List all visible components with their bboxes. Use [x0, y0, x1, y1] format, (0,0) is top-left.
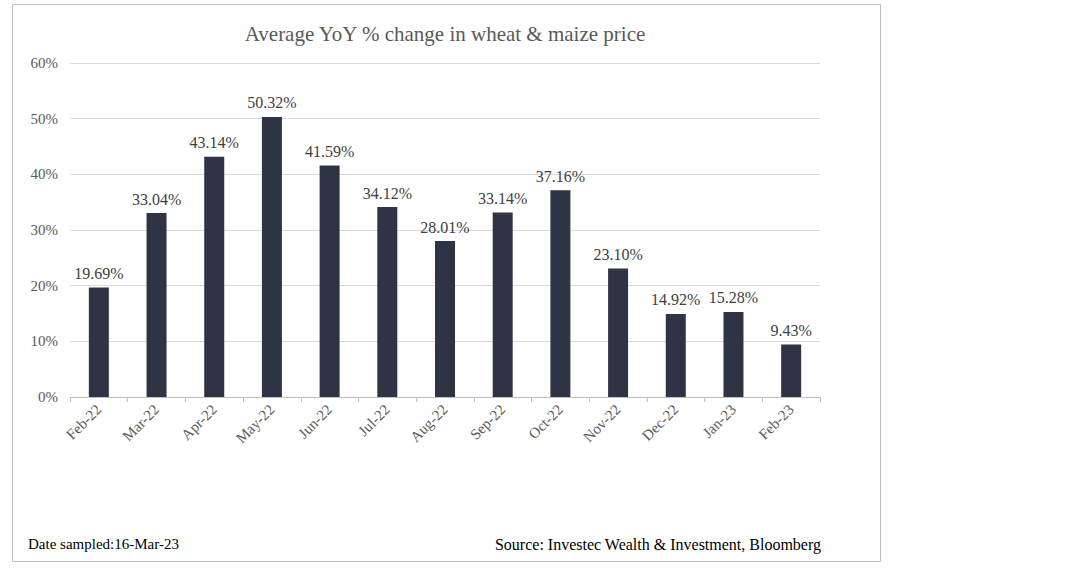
svg-text:Oct-22: Oct-22	[525, 401, 566, 442]
svg-text:Dec-22: Dec-22	[639, 401, 682, 444]
svg-text:10%: 10%	[31, 333, 59, 349]
svg-text:33.04%: 33.04%	[132, 191, 181, 208]
svg-text:34.12%: 34.12%	[363, 185, 412, 202]
svg-text:Nov-22: Nov-22	[580, 401, 624, 445]
svg-text:15.28%: 15.28%	[709, 289, 758, 306]
svg-text:9.43%: 9.43%	[770, 322, 811, 339]
svg-text:Jul-22: Jul-22	[355, 401, 393, 439]
svg-text:Aug-22: Aug-22	[407, 401, 451, 445]
svg-text:Source: Investec Wealth & Inve: Source: Investec Wealth & Investment, Bl…	[495, 536, 821, 554]
svg-text:33.14%: 33.14%	[478, 190, 527, 207]
svg-text:19.69%: 19.69%	[74, 265, 123, 282]
svg-text:Average YoY % change in wheat: Average YoY % change in wheat & maize pr…	[245, 22, 646, 46]
svg-text:20%: 20%	[31, 278, 59, 294]
svg-text:May-22: May-22	[233, 401, 278, 446]
svg-text:28.01%: 28.01%	[420, 219, 469, 236]
svg-text:Feb-23: Feb-23	[755, 401, 796, 442]
svg-text:0%: 0%	[38, 389, 58, 405]
svg-text:50%: 50%	[31, 111, 59, 127]
svg-text:Mar-22: Mar-22	[119, 401, 162, 444]
svg-text:43.14%: 43.14%	[190, 134, 239, 151]
svg-text:Jun-22: Jun-22	[295, 401, 335, 441]
svg-text:41.59%: 41.59%	[305, 143, 354, 160]
svg-text:30%: 30%	[31, 222, 59, 238]
svg-text:Apr-22: Apr-22	[178, 401, 220, 443]
svg-text:40%: 40%	[31, 166, 59, 182]
svg-text:60%: 60%	[31, 55, 59, 71]
svg-text:23.10%: 23.10%	[593, 246, 642, 263]
svg-text:50.32%: 50.32%	[247, 94, 296, 111]
svg-text:Date sampled:16-Mar-23: Date sampled:16-Mar-23	[28, 536, 179, 552]
svg-text:Sep-22: Sep-22	[467, 401, 508, 442]
svg-text:Feb-22: Feb-22	[63, 401, 104, 442]
svg-text:14.92%: 14.92%	[651, 291, 700, 308]
svg-text:37.16%: 37.16%	[536, 168, 585, 185]
svg-text:Jan-23: Jan-23	[700, 401, 740, 441]
